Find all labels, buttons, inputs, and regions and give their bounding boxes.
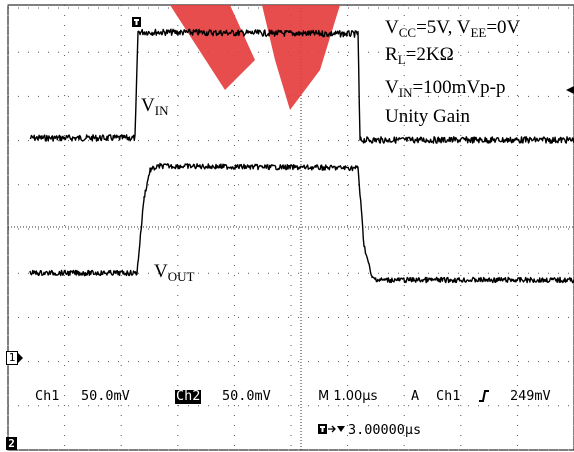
load-resistance-label: RL=2KΩ	[385, 44, 454, 67]
timebase: M 1.00µs	[318, 389, 378, 404]
trigger-level-arrow-icon	[566, 86, 574, 94]
vin-trace-label: VIN	[141, 95, 169, 118]
ch2-ground-marker: 2	[6, 437, 17, 450]
input-amplitude-label: VIN=100mVp-p	[385, 77, 506, 100]
trigger-source: Ch1	[436, 388, 461, 404]
rising-edge-icon	[479, 390, 489, 402]
trigger-position-icon	[318, 424, 345, 434]
trigger-level: 249mV	[510, 388, 551, 404]
trigger-mode: A	[411, 388, 420, 404]
ch1-scale: 50.0mV	[81, 388, 130, 404]
vout-trace-label: VOUT	[154, 261, 195, 284]
ch1-label: Ch1	[35, 388, 60, 404]
gain-label: Unity Gain	[385, 106, 470, 127]
supply-voltage-label: VCC=5V, VEE=0V	[385, 17, 521, 40]
waveform-traces	[29, 28, 574, 284]
ch2-scale: 50.0mV	[222, 388, 271, 404]
trigger-position: 3.00000µs	[348, 422, 422, 438]
graticule-grid	[7, 5, 574, 451]
ch1-marker-pointer-icon	[17, 352, 23, 364]
ch2-label: Ch2	[175, 388, 202, 404]
trigger-position-marker	[132, 17, 141, 27]
